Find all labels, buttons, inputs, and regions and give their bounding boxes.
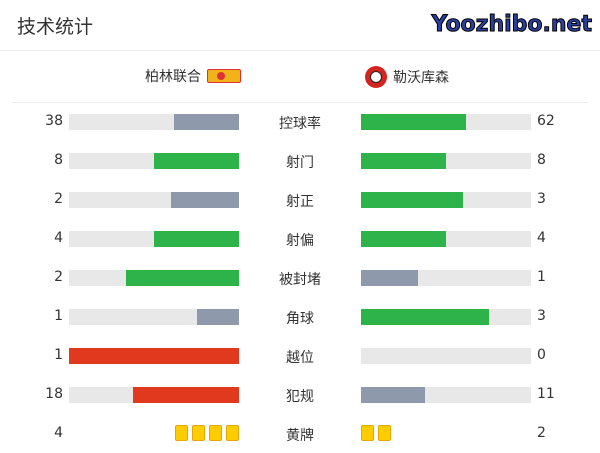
away-bar	[361, 231, 531, 247]
away-bar	[361, 192, 531, 208]
home-bar-fill	[171, 192, 239, 208]
home-bar-fill	[133, 387, 239, 403]
stat-label: 黄牌	[286, 428, 314, 444]
home-value: 8	[54, 152, 63, 168]
home-bar	[69, 231, 239, 247]
yellow-card-icon	[192, 425, 205, 441]
home-bar	[69, 387, 239, 403]
away-value: 3	[537, 191, 546, 207]
home-bar-fill	[69, 348, 239, 364]
away-value: 2	[537, 425, 546, 441]
stat-row: 18 犯规 11	[0, 385, 600, 405]
away-bar-fill	[361, 114, 467, 130]
stat-label: 被封堵	[279, 272, 321, 288]
home-value: 4	[54, 230, 63, 246]
stat-row: 2 射正 3	[0, 190, 600, 210]
home-team: 柏林联合	[145, 66, 241, 86]
home-value: 2	[54, 191, 63, 207]
home-bar	[69, 309, 239, 325]
stat-row: 1 角球 3	[0, 307, 600, 327]
stat-row: 8 射门 8	[0, 151, 600, 171]
home-bar-fill	[125, 270, 239, 286]
stat-row: 4 射偏 4	[0, 229, 600, 249]
away-value: 8	[537, 152, 546, 168]
divider	[12, 102, 588, 103]
home-value: 1	[54, 347, 63, 363]
stat-label: 射门	[286, 155, 314, 171]
home-value: 2	[54, 269, 63, 285]
away-bar-fill	[361, 153, 446, 169]
away-team: 勒沃库森	[365, 66, 449, 88]
stat-row: 1 越位 0	[0, 346, 600, 366]
page-title: 技术统计	[17, 16, 94, 38]
watermark: Yoozhibo.net	[431, 12, 592, 38]
stat-row-yellow-cards: 4 黄牌 2	[0, 424, 600, 444]
yellow-card-icon	[378, 425, 391, 441]
away-value: 1	[537, 269, 546, 285]
away-team-name: 勒沃库森	[393, 70, 449, 86]
stat-label: 射偏	[286, 233, 314, 249]
away-bar	[361, 387, 531, 403]
home-bar	[69, 114, 239, 130]
home-bar	[69, 348, 239, 364]
away-bar	[361, 348, 531, 364]
home-value: 38	[45, 113, 63, 129]
away-value: 11	[537, 386, 555, 402]
home-bar	[69, 153, 239, 169]
stat-row: 38 控球率 62	[0, 112, 600, 132]
stat-label: 射正	[286, 194, 314, 210]
away-value: 0	[537, 347, 546, 363]
yellow-card-icon	[226, 425, 239, 441]
stat-row: 2 被封堵 1	[0, 268, 600, 288]
away-bar	[361, 153, 531, 169]
stat-label: 控球率	[279, 116, 321, 132]
away-bar-fill	[361, 270, 418, 286]
home-bar	[69, 192, 239, 208]
away-bar	[361, 270, 531, 286]
leverkusen-logo-icon	[365, 66, 387, 88]
home-value: 18	[45, 386, 63, 402]
away-bar	[361, 309, 531, 325]
away-bar	[361, 114, 531, 130]
away-value: 62	[537, 113, 555, 129]
home-value: 4	[54, 425, 63, 441]
away-bar-fill	[361, 387, 426, 403]
union-berlin-logo-icon	[207, 69, 241, 83]
home-bar-fill	[174, 114, 239, 130]
home-team-name: 柏林联合	[145, 69, 201, 85]
home-bar-fill	[196, 309, 239, 325]
home-value: 1	[54, 308, 63, 324]
stat-label: 越位	[286, 350, 314, 366]
away-bar-fill	[361, 309, 489, 325]
stat-label: 角球	[286, 311, 314, 327]
home-bar-fill	[154, 153, 239, 169]
away-value: 4	[537, 230, 546, 246]
away-yellow-cards	[361, 425, 391, 441]
yellow-card-icon	[175, 425, 188, 441]
yellow-card-icon	[361, 425, 374, 441]
home-bar	[69, 270, 239, 286]
away-bar-fill	[361, 192, 463, 208]
home-bar-fill	[154, 231, 239, 247]
home-yellow-cards	[175, 425, 239, 441]
away-value: 3	[537, 308, 546, 324]
stat-label: 犯规	[286, 389, 314, 405]
yellow-card-icon	[209, 425, 222, 441]
away-bar-fill	[361, 231, 446, 247]
divider	[0, 50, 600, 51]
